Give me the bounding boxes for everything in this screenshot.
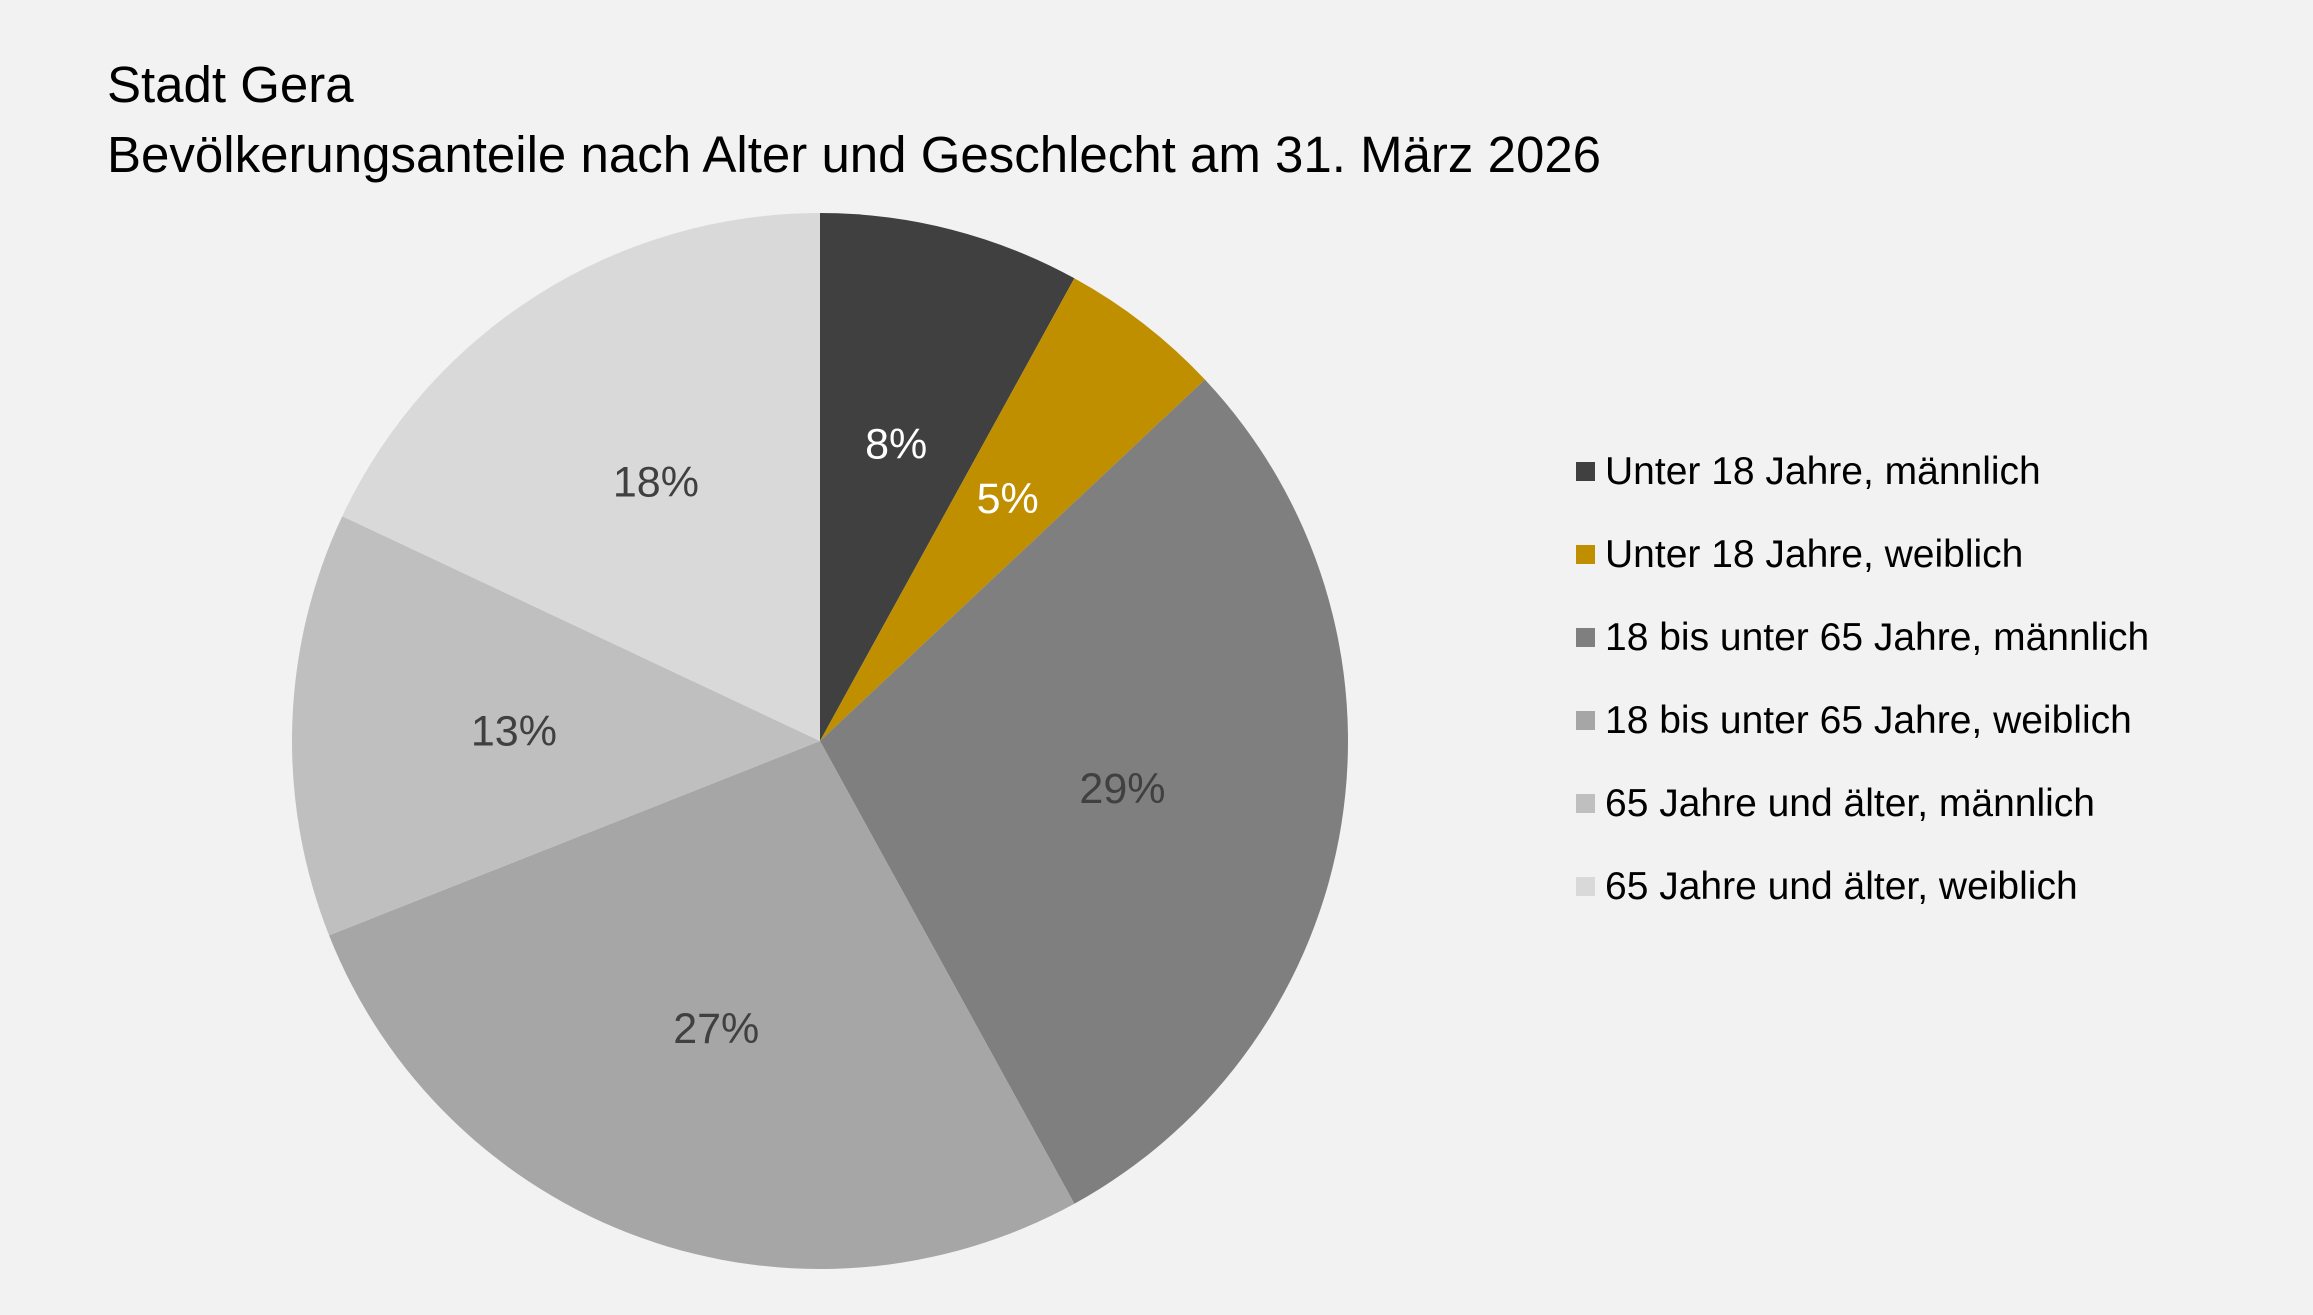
pie-slice-6 <box>342 212 820 741</box>
pie-slice-1 <box>820 213 1075 741</box>
legend-label: 65 Jahre und älter, weiblich <box>1605 864 2078 908</box>
chart-subtitle: Bevölkerungsanteile nach Alter und Gesch… <box>107 126 1602 183</box>
chart-title: Stadt Gera Bevölkerungsanteile nach Alte… <box>107 50 1601 190</box>
pie-labels: 8% 5% 29% 27% 13% 18% <box>471 420 1166 1053</box>
legend-label: 65 Jahre und älter, männlich <box>1605 781 2095 825</box>
pie-slice-5 <box>292 516 821 936</box>
pie-slice-2 <box>820 278 1205 741</box>
pie-data-label-5: 13% <box>471 707 557 755</box>
legend-item-5: 65 Jahre und älter, männlich <box>1576 762 2149 845</box>
legend: Unter 18 Jahre, männlich Unter 18 Jahre, … <box>1576 430 2149 928</box>
legend-item-3: 18 bis unter 65 Jahre, männlich <box>1576 596 2149 679</box>
pie-data-label-4: 27% <box>673 1005 759 1053</box>
legend-swatch <box>1576 462 1595 481</box>
legend-item-1: Unter 18 Jahre, männlich <box>1576 430 2149 513</box>
legend-swatch <box>1576 877 1595 896</box>
pie-data-label-3: 29% <box>1079 765 1165 813</box>
pie-data-label-2: 5% <box>977 475 1039 523</box>
pie-slice-4 <box>329 741 1075 1269</box>
pie-slices <box>292 212 1348 1269</box>
legend-item-2: Unter 18 Jahre, weiblich <box>1576 513 2149 596</box>
legend-swatch <box>1576 628 1595 647</box>
legend-item-4: 18 bis unter 65 Jahre, weiblich <box>1576 679 2149 762</box>
legend-label: 18 bis unter 65 Jahre, weiblich <box>1605 698 2132 742</box>
legend-swatch <box>1576 711 1595 730</box>
legend-label: Unter 18 Jahre, weiblich <box>1605 532 2024 576</box>
legend-item-6: 65 Jahre und älter, weiblich <box>1576 845 2149 928</box>
legend-label: 18 bis unter 65 Jahre, männlich <box>1605 615 2150 659</box>
pie-data-label-1: 8% <box>865 420 927 468</box>
legend-label: Unter 18 Jahre, männlich <box>1605 449 2041 493</box>
pie-slice-3 <box>820 379 1348 1204</box>
chart-title-line: Stadt Gera <box>107 56 354 113</box>
legend-swatch <box>1576 794 1595 813</box>
legend-swatch <box>1576 545 1595 564</box>
pie-data-label-6: 18% <box>613 458 699 506</box>
